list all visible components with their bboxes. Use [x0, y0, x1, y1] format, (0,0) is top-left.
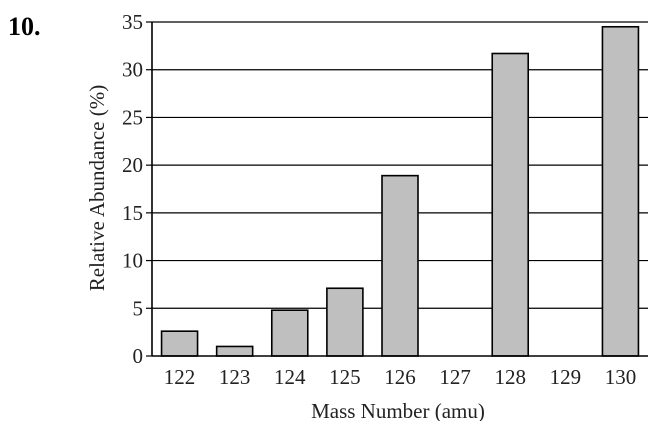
y-tick-label: 35 [122, 10, 143, 34]
x-tick-label: 125 [329, 365, 361, 389]
y-tick-label: 15 [122, 201, 143, 225]
y-tick-label: 20 [122, 153, 143, 177]
y-tick-label: 30 [122, 58, 143, 82]
y-tick-label: 0 [133, 344, 144, 368]
x-tick-label: 130 [605, 365, 637, 389]
x-axis-label: Mass Number (amu) [311, 399, 485, 421]
y-axis-label: Relative Abundance (%) [85, 85, 109, 291]
x-tick-label: 123 [219, 365, 251, 389]
x-tick-label: 122 [164, 365, 196, 389]
x-tick-label: 127 [439, 365, 471, 389]
bar-126 [381, 174, 419, 357]
bar-130 [601, 25, 640, 357]
y-tick-label: 5 [133, 296, 144, 320]
axes-layer [151, 22, 648, 357]
x-tick-label: 126 [384, 365, 416, 389]
bars-layer [160, 25, 640, 357]
bar-125 [326, 287, 364, 357]
bar-123 [215, 345, 254, 357]
question-number: 10. [8, 12, 41, 41]
y-tick-label: 25 [122, 105, 143, 129]
bar-122 [160, 330, 199, 357]
ticks-layer: 0 5 10 15 20 25 30 35 122 123 124 125 126 127 128 129 13… [122, 10, 636, 389]
y-tick-label: 10 [122, 249, 143, 273]
x-tick-label: 129 [550, 365, 582, 389]
bar-128 [491, 52, 530, 357]
x-tick-label: 124 [274, 365, 306, 389]
x-tick-label: 128 [494, 365, 526, 389]
bar-124 [270, 309, 309, 357]
